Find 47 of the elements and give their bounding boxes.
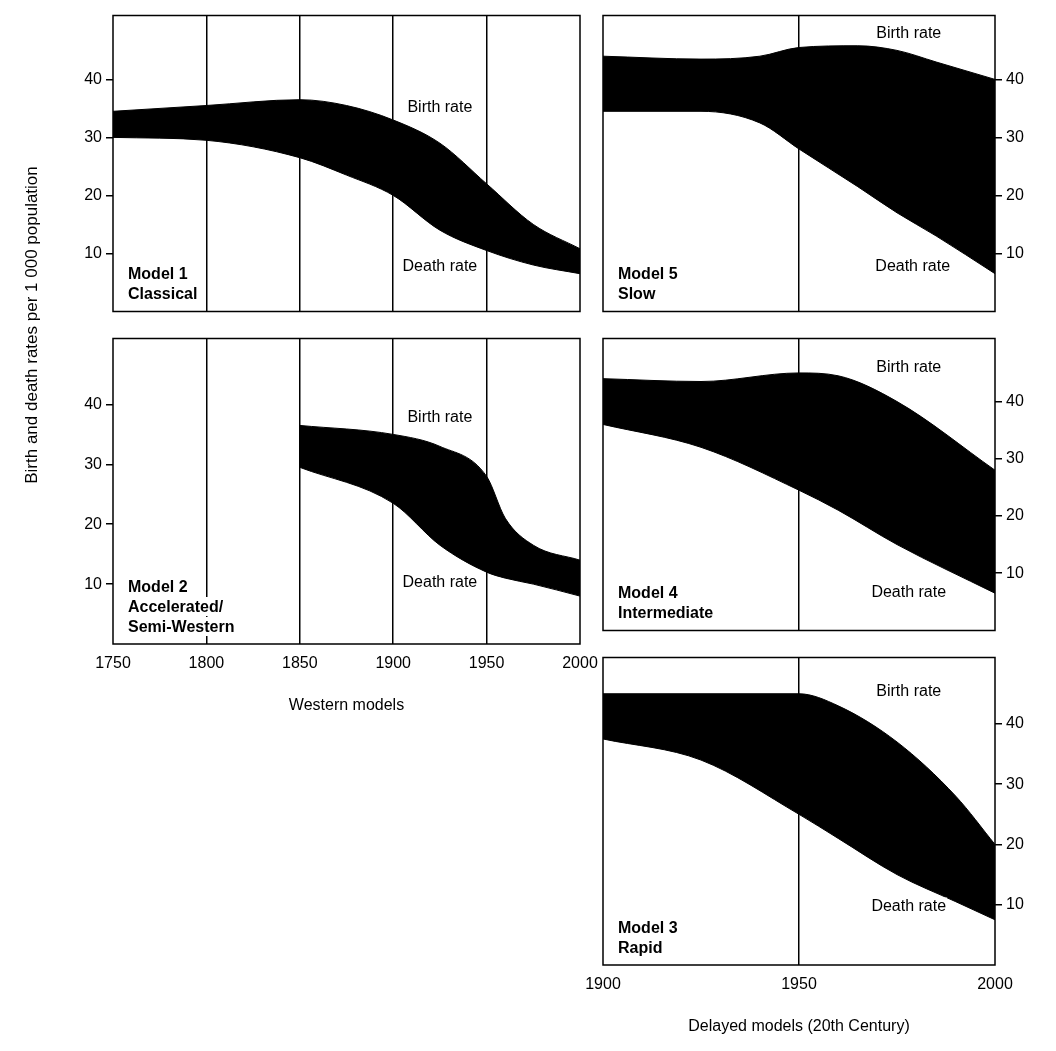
y-tick-label: 30 (1006, 449, 1024, 467)
annotation: Death rate (402, 257, 478, 275)
y-tick-label: 10 (84, 243, 103, 261)
x-axis-title: Delayed models (20th Century) (688, 1016, 910, 1034)
y-tick-label: 40 (1006, 391, 1024, 409)
y-tick-label: 10 (1006, 895, 1024, 913)
y-tick-label: 40 (84, 394, 103, 412)
x-tick-label: 1900 (375, 654, 412, 672)
y-tick-label: 40 (84, 69, 103, 87)
x-tick-label: 1950 (781, 975, 817, 993)
x-tick-label: 1900 (585, 975, 621, 993)
x-tick-label: 1800 (188, 654, 225, 672)
y-tick-label: 40 (1006, 69, 1024, 87)
annotation: Death rate (871, 582, 947, 600)
y-tick-label: 30 (84, 127, 103, 145)
y-tick-label: 10 (1006, 243, 1024, 261)
annotation: Death rate (875, 257, 951, 275)
annotation: Birth rate (876, 358, 942, 376)
x-tick-label: 2000 (977, 975, 1013, 993)
annotation: Birth rate (876, 681, 942, 699)
y-tick-label: 20 (1006, 506, 1024, 524)
annotation: Birth rate (876, 23, 942, 41)
y-tick-label: 10 (84, 574, 103, 592)
annotation: Model 1 Classical (128, 265, 198, 303)
y-tick-label: 20 (84, 185, 103, 203)
y-tick-label: 20 (1006, 185, 1024, 203)
x-axis-title: Western models (288, 695, 405, 713)
annotation: Birth rate (407, 408, 473, 426)
annotation: Model 4 Intermediate (618, 584, 714, 622)
x-tick-label: 1750 (95, 654, 131, 672)
annotation: Model 5 Slow (618, 265, 678, 303)
y-tick-label: 20 (1006, 834, 1024, 852)
annotation: Death rate (402, 573, 478, 591)
annotation: Birth rate (407, 97, 473, 115)
y-tick-label: 10 (1006, 563, 1024, 581)
y-tick-label: 30 (1006, 774, 1024, 792)
annotation: Death rate (871, 897, 947, 914)
x-tick-label: 1950 (468, 654, 505, 672)
x-tick-label: 2000 (562, 654, 598, 672)
y-tick-label: 20 (84, 514, 103, 532)
y-tick-label: 30 (84, 454, 103, 472)
annotation: Model 3 Rapid (618, 919, 678, 956)
y-axis-title: Birth and death rates per 1 000 population (21, 166, 42, 484)
annotation: Model 2 Accelerated/ Semi-Western (128, 578, 235, 635)
x-tick-label: 1850 (282, 654, 318, 672)
y-tick-label: 30 (1006, 127, 1024, 145)
y-tick-label: 40 (1006, 714, 1024, 732)
